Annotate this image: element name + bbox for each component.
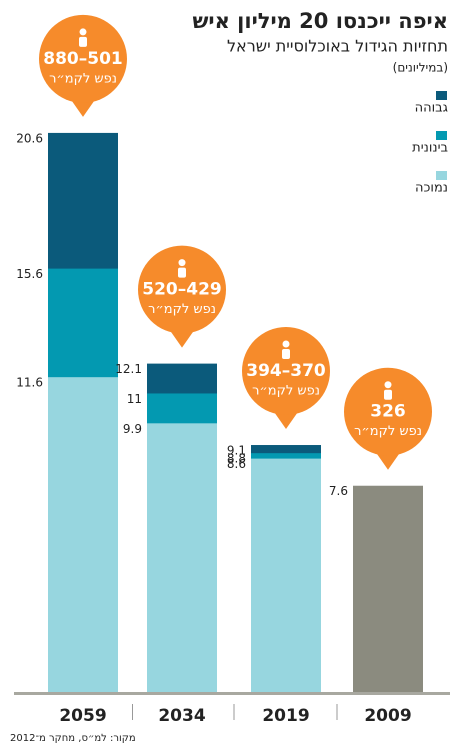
legend-swatch	[436, 171, 447, 180]
chart-subtitle: תחזיות הגידול באוכלוסיית ישראל	[227, 37, 448, 56]
legend-swatch	[436, 131, 447, 140]
x-tick-label: 2034	[158, 706, 205, 726]
legend-label: נמוכה	[415, 181, 448, 196]
value-label: 7.6	[329, 484, 348, 498]
source: מקור: למ״ס, מחקר מ־2012	[10, 733, 136, 744]
value-label: 12.1	[115, 362, 142, 376]
value-label: 15.6	[16, 267, 43, 281]
value-label: 8.6	[227, 457, 246, 471]
density-value: 326	[370, 402, 406, 422]
bubble	[39, 14, 127, 103]
person-head	[178, 259, 186, 267]
x-tick-label: 2009	[364, 706, 411, 726]
value-label: 8.8	[227, 452, 246, 466]
person-head	[282, 340, 290, 348]
density-bubble: 880–501 נפש לקמ״ר	[39, 14, 127, 117]
legend-label: גבוהה	[415, 101, 448, 116]
value-label: 11	[127, 392, 142, 406]
density-unit: נפש לקמ״ר	[49, 71, 117, 86]
value-label: 9.1	[227, 444, 246, 458]
bar	[251, 458, 321, 692]
person-body	[178, 267, 186, 278]
density-unit: נפש לקמ״ר	[354, 424, 422, 439]
unit-note: (במיליונים)	[393, 61, 448, 75]
person-body	[384, 389, 392, 400]
bar	[353, 485, 423, 692]
person-head	[79, 28, 87, 36]
density-unit: נפש לקמ״ר	[252, 384, 320, 399]
person-body	[79, 36, 87, 47]
density-bubble: 520–429 נפש לקמ״ר	[138, 245, 226, 348]
value-label: 9.9	[123, 422, 142, 436]
value-label: 11.6	[16, 376, 43, 390]
density-bubble: 394–370 נפש לקמ״ר	[242, 327, 330, 430]
x-tick-label: 2059	[59, 706, 106, 726]
density-value: 394–370	[246, 361, 326, 381]
person-body	[282, 349, 290, 360]
bar	[147, 423, 217, 692]
chart-title: איפה ייכנסו 20 מיליון איש	[192, 9, 448, 33]
value-label: 20.6	[16, 131, 43, 145]
legend-swatch	[436, 91, 447, 100]
density-value: 880–501	[43, 49, 122, 69]
density-value: 520–429	[142, 280, 221, 300]
density-unit: נפש לקמ״ר	[148, 302, 216, 317]
bar	[48, 377, 118, 692]
person-head	[384, 381, 392, 389]
density-bubble: 326 נפש לקמ״ר	[344, 367, 432, 470]
legend-label: בינונית	[412, 141, 448, 156]
bubble	[138, 245, 226, 334]
bubble	[344, 367, 432, 456]
x-tick-label: 2019	[262, 706, 309, 726]
bubble	[242, 327, 330, 416]
